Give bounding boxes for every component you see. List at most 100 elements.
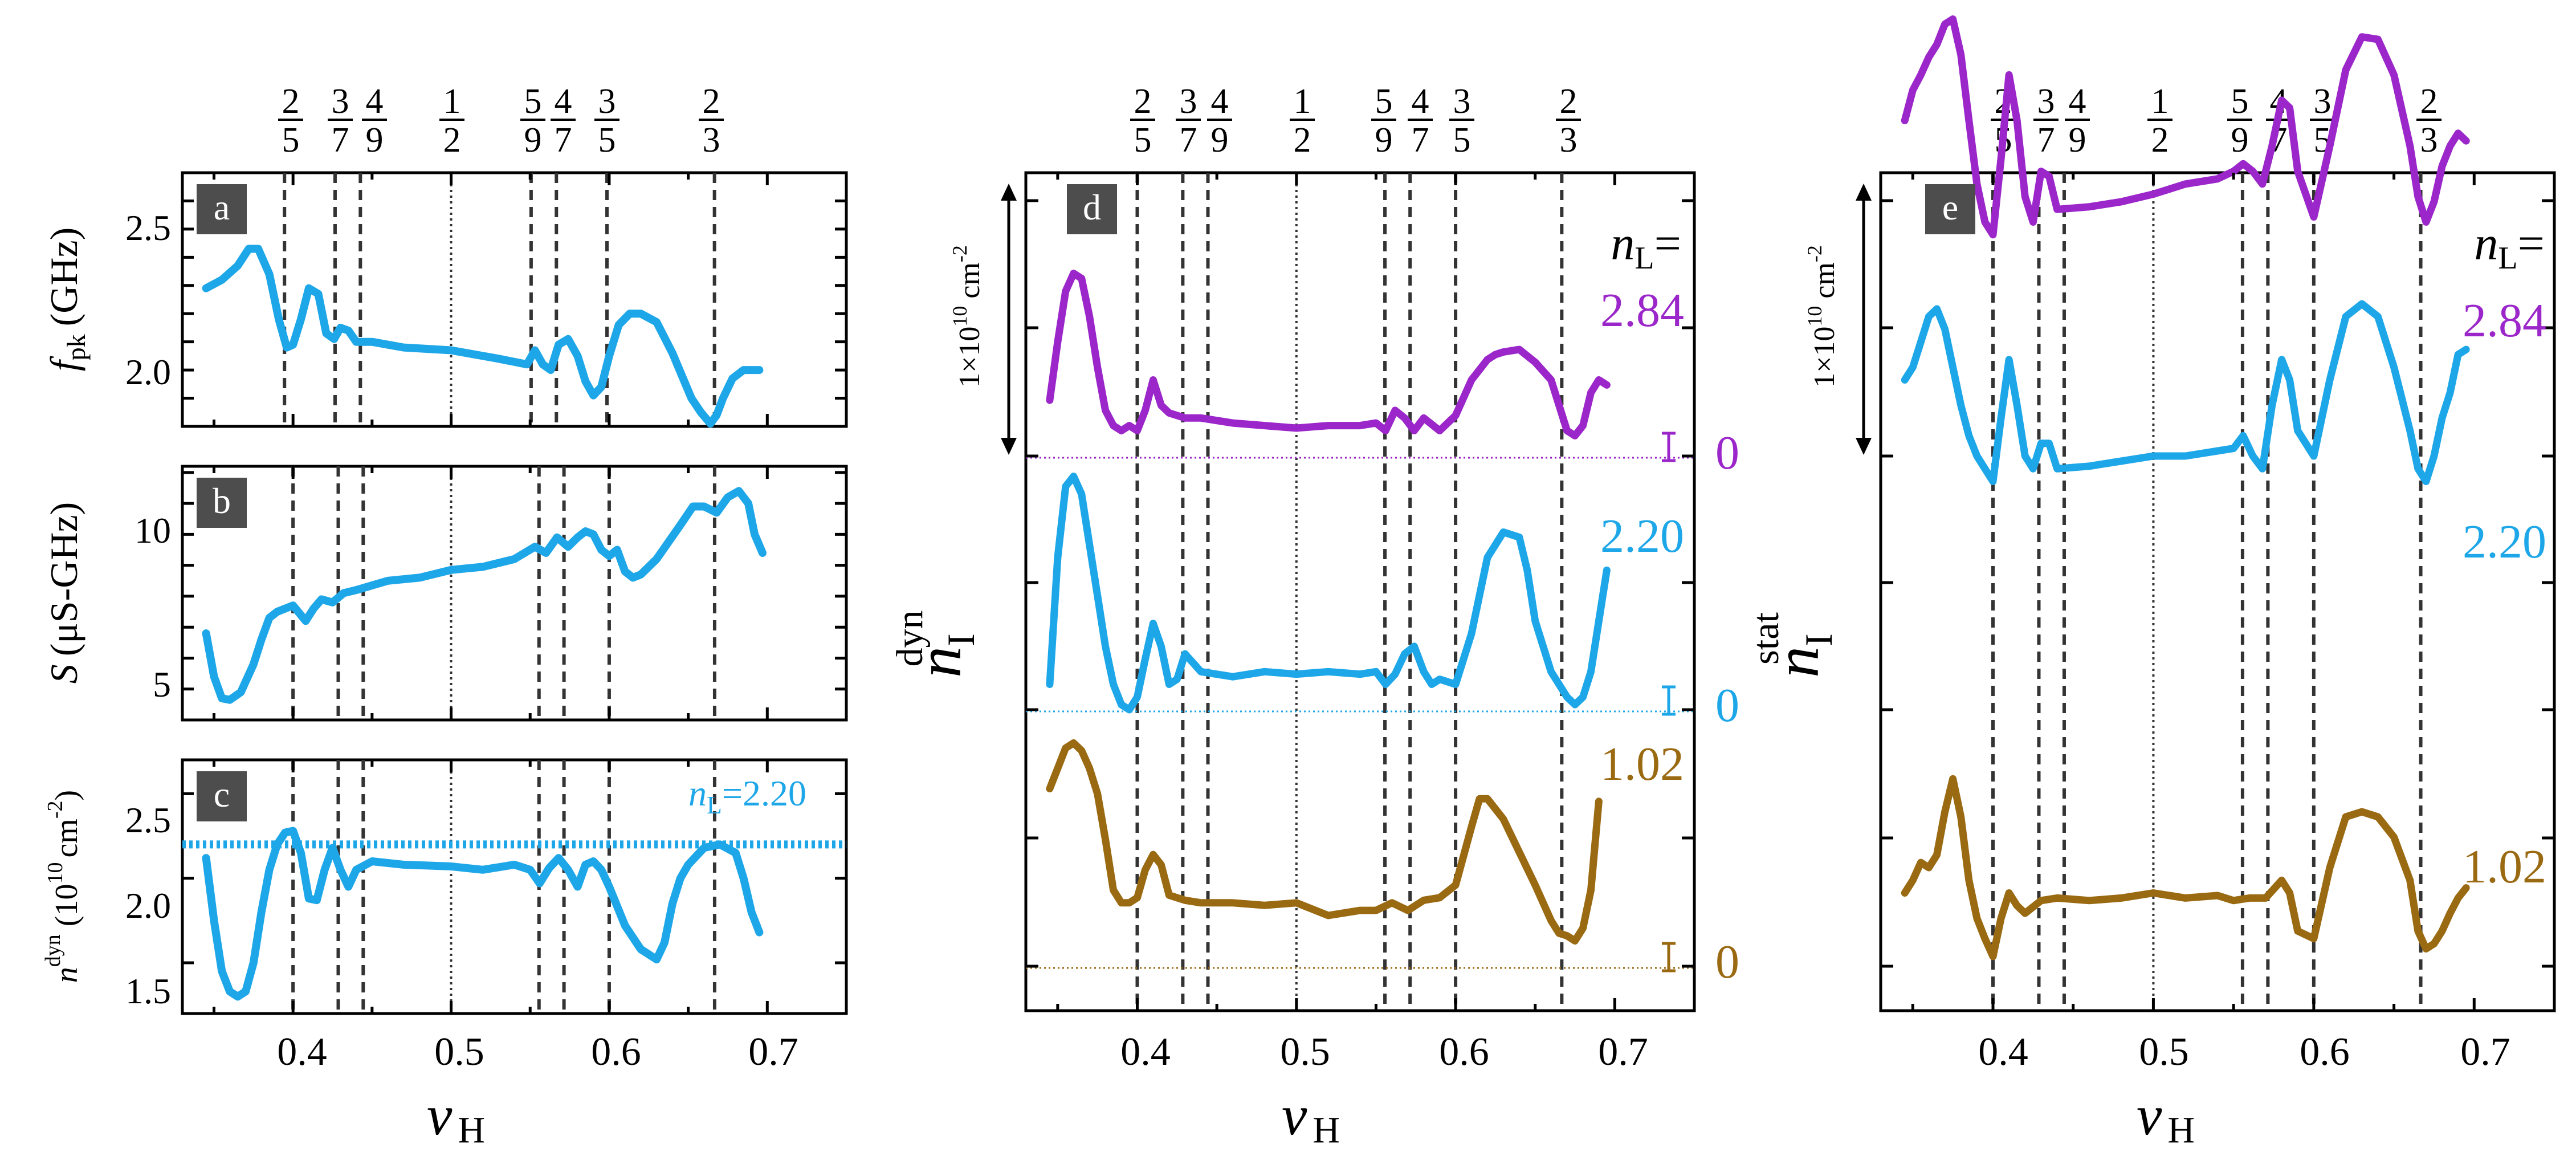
fraction-den: 5	[1134, 121, 1152, 160]
fraction-num: 2	[282, 82, 300, 121]
fraction-den: 7	[2037, 121, 2055, 160]
panel-e-ylabel-text: nI	[1762, 633, 1840, 678]
series-line-2.20	[1901, 300, 2470, 485]
panel-e-label-box	[1925, 184, 1975, 234]
scale-label-text: 1×1010 cm-2	[948, 245, 986, 388]
panel-e-fraction-labels: 25 37 49 12 59 47 35 23	[1991, 82, 2442, 160]
panel-d-xtick-0.7: 0.7	[1598, 1030, 1648, 1074]
panel-d-ylabel-sup: dyn	[889, 611, 931, 667]
panel-c-y-ticks	[182, 792, 846, 965]
fraction-5-9-a: 59	[520, 82, 545, 160]
panel-a-ylabel-text: fpk(GHz)	[42, 227, 91, 372]
fraction-2-3-d: 23	[1556, 82, 1581, 160]
panel-d-nL-label: nL=	[1611, 217, 1681, 276]
panel-c-label: c	[214, 774, 230, 815]
panel-b-label-box	[197, 478, 247, 528]
fraction-3-7-a: 37	[328, 82, 353, 160]
ylabel-main: n	[904, 646, 974, 678]
ylabel-sub: I	[1797, 633, 1840, 646]
fraction-num: 2	[703, 82, 720, 121]
series-line-2.84	[1046, 270, 1611, 440]
fraction-num: 3	[2314, 82, 2332, 121]
fraction-3-5-e: 35	[2310, 82, 2335, 160]
fraction-num: 3	[2037, 82, 2055, 121]
nL-sub: L	[2498, 241, 2517, 276]
xlabel-sub: H	[1313, 1109, 1340, 1151]
panel-e-xtick-0.5: 0.5	[2139, 1030, 2189, 1074]
fraction-den: 7	[1412, 121, 1429, 160]
ylabel-main: n	[1762, 646, 1832, 678]
panel-e-scale-bar-arrow-down	[1856, 438, 1872, 455]
fraction-den: 5	[598, 121, 616, 160]
panel-c-ytick-label-1.5: 1.5	[125, 971, 171, 1011]
panel-d-xtick-0.4: 0.4	[1120, 1030, 1171, 1074]
fraction-den: 9	[2069, 121, 2086, 160]
fraction-den: 2	[443, 121, 461, 160]
fraction-num: 3	[1453, 82, 1471, 121]
series-line-1.02	[1046, 739, 1603, 945]
panel-d-frame	[1024, 171, 1696, 1012]
fraction-den: 7	[555, 121, 572, 160]
panel-c-xtick-0.6: 0.6	[591, 1030, 641, 1074]
panel-d-xtick-0.6: 0.6	[1439, 1030, 1489, 1074]
panel-a-series-line	[202, 245, 764, 428]
ylabel-unit: (10	[49, 884, 84, 927]
panel-c-label-box	[197, 771, 247, 821]
ylabel-main: n	[49, 967, 84, 983]
nL-main: n	[2474, 217, 2498, 270]
fraction-3-5-a: 35	[594, 82, 619, 160]
fraction-num: 1	[1294, 82, 1311, 121]
panel-b-dashed-lines	[291, 466, 716, 720]
panel-c-ytick-label-2.5: 2.5	[125, 800, 171, 840]
xlabel-sub: H	[458, 1109, 485, 1151]
ylabel-sub: I	[939, 633, 983, 646]
panel-a-ytick-label-2.0: 2.0	[125, 352, 171, 392]
panel-b-ylabel-text: S (μS-GHz)	[42, 502, 85, 684]
panel-c-xtick-0.4: 0.4	[277, 1030, 327, 1074]
ylabel-sup: stat	[1745, 612, 1787, 665]
scale-unit: cm	[953, 262, 986, 306]
ylabel-tail: cm	[49, 819, 84, 857]
fraction-num: 4	[2069, 82, 2086, 121]
fraction-den: 7	[332, 121, 349, 160]
fraction-4-9-e: 49	[2065, 82, 2090, 160]
panel-d-scale-bar-arrow-down	[1001, 438, 1017, 455]
fraction-den: 9	[366, 121, 384, 160]
ylabel-unit: (GHz)	[42, 227, 85, 327]
fraction-2-5-a: 25	[278, 82, 303, 160]
annot-value: =2.20	[722, 773, 806, 813]
fraction-den: 9	[1375, 121, 1393, 160]
nL-main: n	[1611, 217, 1635, 270]
panel-d-ylabel: nI	[904, 633, 983, 678]
panel-d: 25 37 49 12 59 47 35 23 d 1×1010 cm-2 nI…	[889, 82, 1739, 1151]
panel-e-nL-label: nL=	[2474, 217, 2545, 276]
fraction-den: 3	[1560, 121, 1578, 160]
panel-e-value-2.20: 2.20	[2463, 515, 2546, 568]
panel-b-series-line	[202, 487, 767, 704]
panel-c-xtick-0.5: 0.5	[434, 1030, 484, 1074]
fraction-3-7-d: 37	[1176, 82, 1201, 160]
fraction-num: 4	[1412, 82, 1429, 121]
panel-a-ylabel: fpk(GHz)	[42, 227, 91, 372]
fraction-4-7-d: 47	[1408, 82, 1433, 160]
xlabel-main: ν	[2137, 1084, 2162, 1147]
fraction-1-2-e: 12	[2147, 82, 2173, 160]
annot-sub: L	[707, 791, 722, 819]
ylabel-sub: pk	[62, 334, 91, 360]
fraction-den: 9	[2231, 121, 2249, 160]
fraction-2-5-d: 25	[1130, 82, 1155, 160]
panel-a-frame	[181, 171, 848, 428]
panel-d-ylabel-text: nI	[904, 633, 983, 678]
panel-d-zero-lines	[1026, 457, 1694, 969]
nL-eq: =	[2518, 217, 2545, 270]
panel-c-ylabel-text: ndyn (1010 cm-2)	[41, 790, 84, 983]
panel-e: 25 37 49 12 59 47 35 23 e 1×1010 cm-2 nI…	[1745, 15, 2556, 1151]
panel-e-ylabel: nI	[1762, 633, 1840, 678]
ylabel-exp: 10	[43, 862, 67, 884]
fraction-num: 3	[332, 82, 349, 121]
panel-e-scale-bar-arrow-up	[1856, 184, 1872, 201]
nL-eq: =	[1654, 217, 1681, 270]
panel-a-x-ticks	[212, 173, 769, 426]
